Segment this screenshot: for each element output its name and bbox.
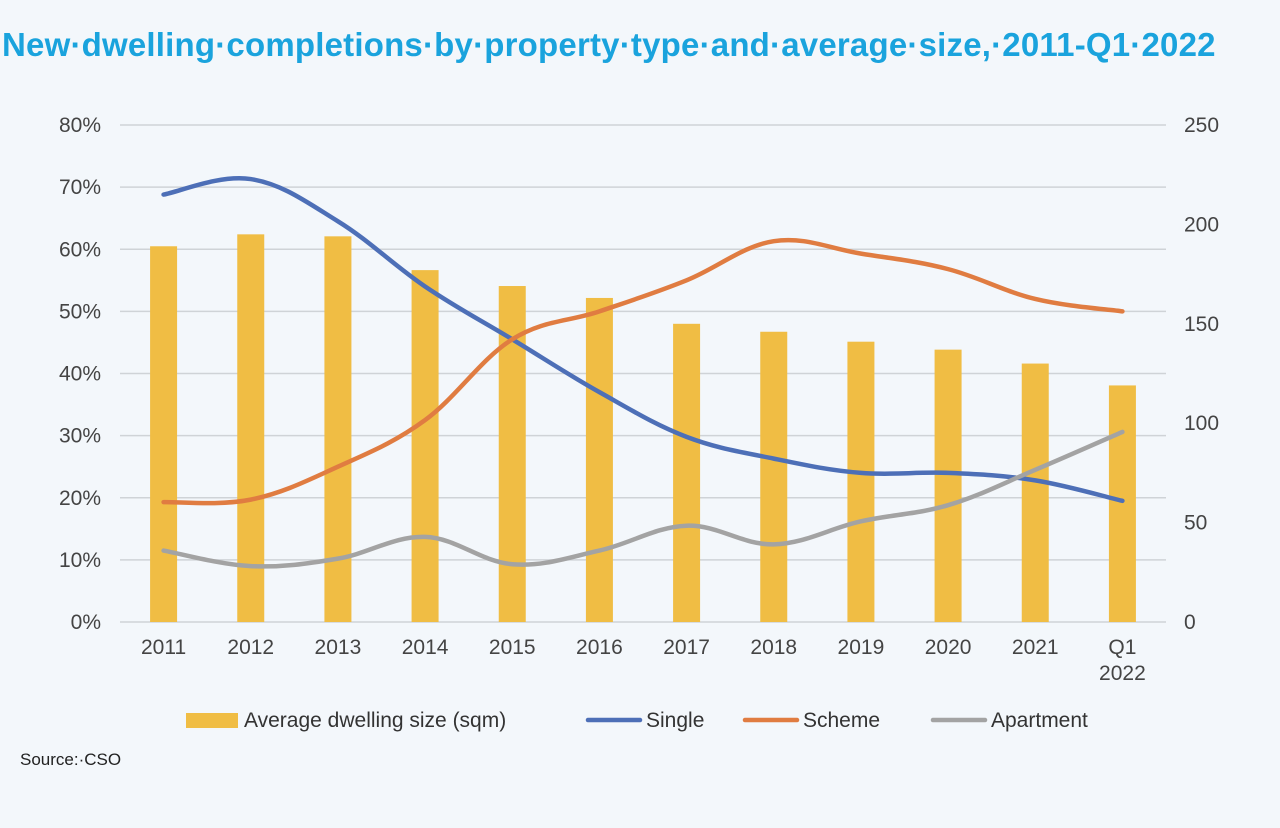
x-tick-label: 2017 <box>663 636 710 659</box>
y-left-tick-label: 10% <box>59 549 101 572</box>
line-single <box>161 175 1125 504</box>
legend-swatch <box>186 713 238 728</box>
bar-avg-dwelling-size <box>760 331 788 622</box>
y-right-tick-label: 50 <box>1184 512 1207 535</box>
legend-item: Average dwelling size (sqm) <box>186 709 506 732</box>
legend-label: Single <box>646 709 704 732</box>
chart-title: New·dwelling·completions·by·property·typ… <box>2 26 1216 63</box>
x-tick-label: 2020 <box>925 636 972 659</box>
y-right-tick-label: 150 <box>1184 313 1219 336</box>
bar-avg-dwelling-size <box>411 270 439 622</box>
bar-avg-dwelling-size <box>324 236 352 622</box>
lines <box>161 175 1125 569</box>
gridlines <box>120 124 1166 623</box>
bar-avg-dwelling-size <box>1108 385 1136 622</box>
bar-avg-dwelling-size <box>237 234 265 622</box>
bar-avg-dwelling-size <box>1021 363 1049 622</box>
x-tick-label: 2022 <box>1099 662 1146 685</box>
y-left-tick-label: 20% <box>59 487 101 510</box>
bar-avg-dwelling-size <box>673 323 701 622</box>
x-tick-label: 2013 <box>315 636 362 659</box>
y-left-tick-label: 40% <box>59 363 101 386</box>
bars <box>150 234 1136 622</box>
y-left-tick-label: 30% <box>59 425 101 448</box>
x-tick-label: 2014 <box>402 636 449 659</box>
y-left-tick-label: 50% <box>59 300 101 323</box>
y-left-tick-label: 0% <box>71 611 101 634</box>
y-left-tick-label: 70% <box>59 176 101 199</box>
legend-label: Apartment <box>991 709 1088 732</box>
x-tick-label: 2018 <box>750 636 797 659</box>
x-tick-label: 2016 <box>576 636 623 659</box>
x-tick-label: Q1 <box>1108 636 1136 659</box>
line-scheme <box>161 237 1125 506</box>
legend-item: Apartment <box>930 709 1088 732</box>
legend-item: Scheme <box>742 709 880 732</box>
bar-avg-dwelling-size <box>585 297 613 622</box>
bar-avg-dwelling-size <box>150 246 178 622</box>
y-left-tick-label: 60% <box>59 238 101 261</box>
y-left-tick-label: 80% <box>59 114 101 137</box>
legend-label: Scheme <box>803 709 880 732</box>
legend-label: Average dwelling size (sqm) <box>244 709 506 732</box>
axis-labels: 0% 10% 20% 30% 40% 50% 60% 70% 80% 0 50 100 150 200 25… <box>59 114 1219 685</box>
legend-item: Single <box>585 709 704 732</box>
legend: Average dwelling size (sqm) Single Scheme A… <box>186 709 1088 732</box>
x-tick-label: 2019 <box>838 636 885 659</box>
line-apartment <box>161 429 1125 569</box>
x-tick-label: 2011 <box>141 636 186 659</box>
bar-avg-dwelling-size <box>934 349 962 622</box>
y-right-tick-label: 250 <box>1184 114 1219 137</box>
y-right-tick-label: 0 <box>1184 611 1196 634</box>
source-note: Source:·CSO <box>20 750 122 769</box>
y-right-tick-label: 200 <box>1184 213 1219 236</box>
y-right-tick-label: 100 <box>1184 412 1219 435</box>
x-tick-label: 2021 <box>1012 636 1059 659</box>
x-tick-label: 2012 <box>227 636 274 659</box>
x-tick-label: 2015 <box>489 636 536 659</box>
bar-avg-dwelling-size <box>847 341 875 622</box>
